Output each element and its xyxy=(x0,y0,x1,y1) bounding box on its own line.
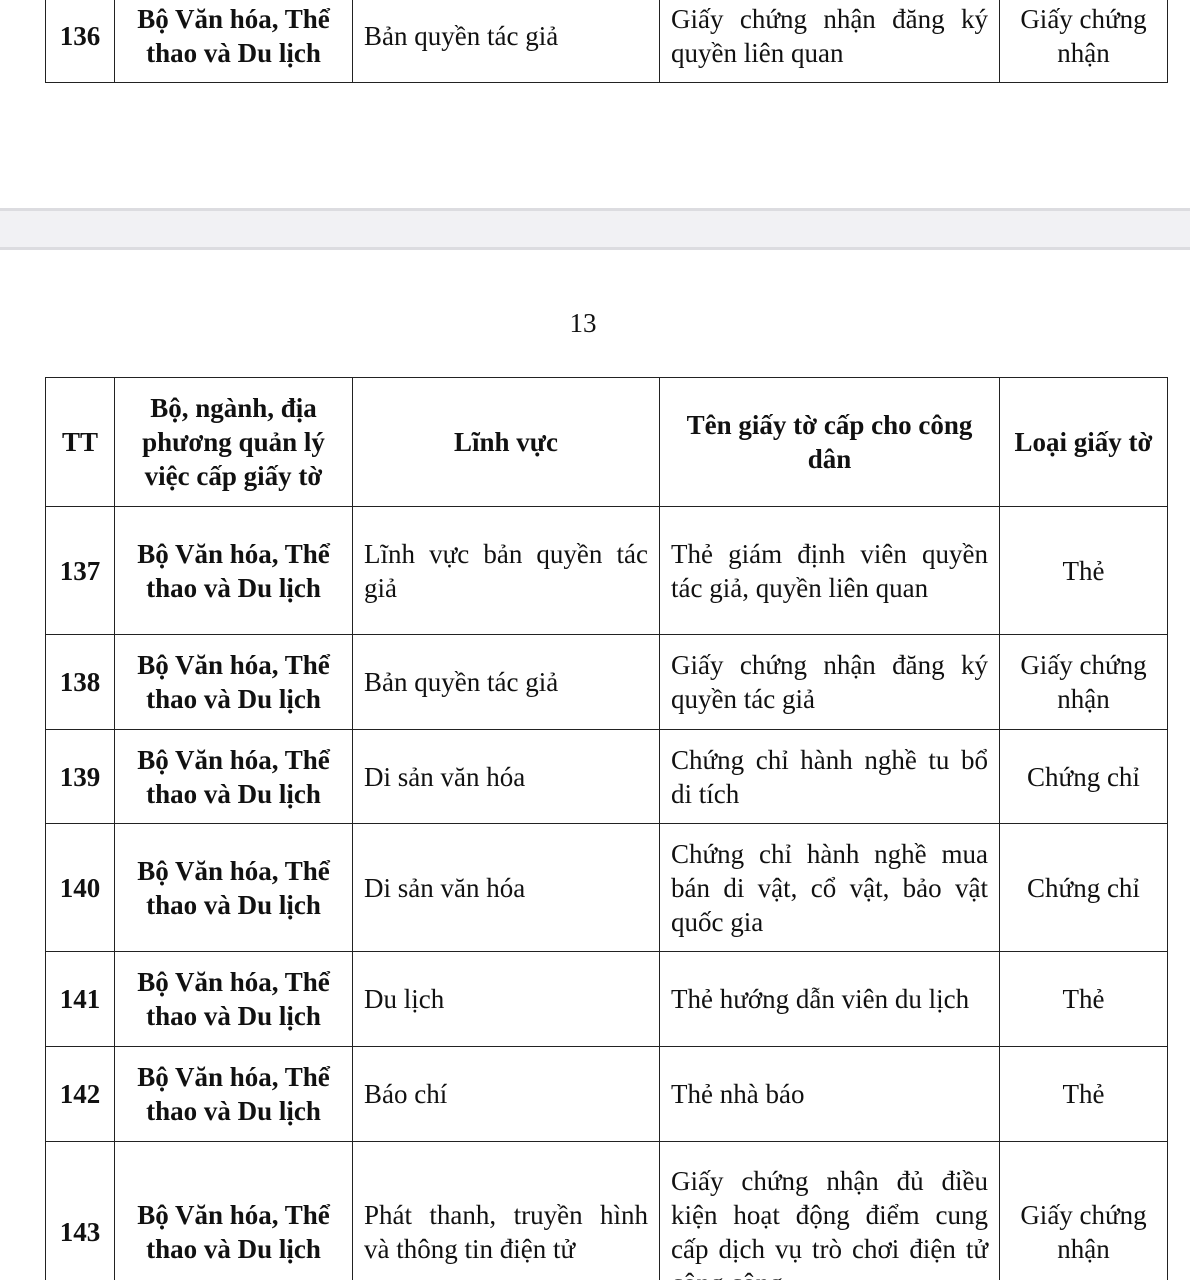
table-cell: Giấy chứng nhận đủ điều kiện hoạt động đ… xyxy=(659,1141,1000,1280)
table-cell: 142 xyxy=(45,1046,115,1142)
page-number: 13 xyxy=(569,308,597,338)
table-cell: Báo chí xyxy=(352,1046,660,1142)
table-cell: Bộ Văn hóa, Thể thao và Du lịch xyxy=(114,506,353,635)
table-row: 142 Bộ Văn hóa, Thể thao và Du lịch Báo ch… xyxy=(45,1046,1168,1142)
table-cell: Thẻ xyxy=(999,506,1168,635)
table-cell: Giấy chứng nhận xyxy=(999,0,1168,83)
table-cell: Bản quyền tác giả xyxy=(352,634,660,730)
table-cell: Chứng chỉ xyxy=(999,823,1168,952)
table-cell: Giấy chứng nhận đăng ký quyền liên quan xyxy=(659,0,1000,83)
table-cell: Giấy chứng nhận đăng ký quyền tác giả xyxy=(659,634,1000,730)
header-cell: TT xyxy=(45,377,115,507)
table-cell: Giấy chứng nhận xyxy=(999,1141,1168,1280)
table: TT Bộ, ngành, địa phương quản lý việc cấp… xyxy=(45,377,1168,1280)
header-cell: Lĩnh vực xyxy=(352,377,660,507)
table-cell: Di sản văn hóa xyxy=(352,729,660,824)
table-cell: Chứng chỉ xyxy=(999,729,1168,824)
table-cell: Bộ Văn hóa, Thể thao và Du lịch xyxy=(114,0,353,83)
table-cell: Bộ Văn hóa, Thể thao và Du lịch xyxy=(114,1141,353,1280)
header-cell: Bộ, ngành, địa phương quản lý việc cấp g… xyxy=(114,377,353,507)
table-row: 140 Bộ Văn hóa, Thể thao và Du lịch Di sản… xyxy=(45,823,1168,952)
table-cell: Chứng chỉ hành nghề mua bán di vật, cổ v… xyxy=(659,823,1000,952)
table-cell: Thẻ xyxy=(999,951,1168,1047)
table-cell: 141 xyxy=(45,951,115,1047)
table-cell: 138 xyxy=(45,634,115,730)
table-row: 136 Bộ Văn hóa, Thể thao và Du lịch Bản qu… xyxy=(45,0,1168,83)
table-cell: Bộ Văn hóa, Thể thao và Du lịch xyxy=(114,634,353,730)
table-cell: 137 xyxy=(45,506,115,635)
table-cell: 143 xyxy=(45,1141,115,1280)
header-cell: Loại giấy tờ xyxy=(999,377,1168,507)
table-fragment: 136 Bộ Văn hóa, Thể thao và Du lịch Bản qu… xyxy=(45,0,1168,83)
table-cell: Phát thanh, truyền hình và thông tin điệ… xyxy=(352,1141,660,1280)
table-cell: Di sản văn hóa xyxy=(352,823,660,952)
table-cell: Bản quyền tác giả xyxy=(352,0,660,83)
table-row: 141 Bộ Văn hóa, Thể thao và Du lịch Du lịc… xyxy=(45,951,1168,1047)
table-cell: 139 xyxy=(45,729,115,824)
table-row: 139 Bộ Văn hóa, Thể thao và Du lịch Di sản… xyxy=(45,729,1168,824)
table-cell: Bộ Văn hóa, Thể thao và Du lịch xyxy=(114,1046,353,1142)
table-cell: 136 xyxy=(45,0,115,83)
table-cell: Chứng chỉ hành nghề tu bổ di tích xyxy=(659,729,1000,824)
table-cell: 140 xyxy=(45,823,115,952)
table-cell: Thẻ nhà báo xyxy=(659,1046,1000,1142)
table-cell: Thẻ xyxy=(999,1046,1168,1142)
table-cell: Thẻ giám định viên quyền tác giả, quyền … xyxy=(659,506,1000,635)
table-cell: Lĩnh vực bản quyền tác giả xyxy=(352,506,660,635)
header-cell: Tên giấy tờ cấp cho công dân xyxy=(659,377,1000,507)
table-row: 138 Bộ Văn hóa, Thể thao và Du lịch Bản qu… xyxy=(45,634,1168,730)
table-cell: Bộ Văn hóa, Thể thao và Du lịch xyxy=(114,823,353,952)
table-cell: Giấy chứng nhận xyxy=(999,634,1168,730)
header-row: TT Bộ, ngành, địa phương quản lý việc cấp… xyxy=(45,377,1168,507)
table-cell: Bộ Văn hóa, Thể thao và Du lịch xyxy=(114,951,353,1047)
page-break xyxy=(0,208,1190,250)
table-row: 137 Bộ Văn hóa, Thể thao và Du lịch Lĩnh v… xyxy=(45,506,1168,635)
table-cell: Thẻ hướng dẫn viên du lịch xyxy=(659,951,1000,1047)
table-cell: Bộ Văn hóa, Thể thao và Du lịch xyxy=(114,729,353,824)
table-row: 143 Bộ Văn hóa, Thể thao và Du lịch Phát t… xyxy=(45,1141,1168,1280)
table-cell: Du lịch xyxy=(352,951,660,1047)
